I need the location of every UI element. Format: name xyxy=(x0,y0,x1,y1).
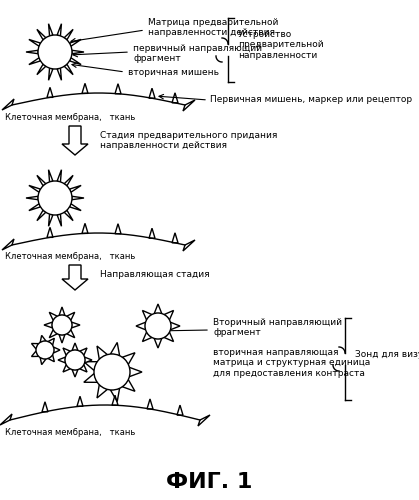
Polygon shape xyxy=(154,304,162,314)
Polygon shape xyxy=(97,346,107,360)
Text: Матрица предварительной
направленности действия: Матрица предварительной направленности д… xyxy=(148,18,278,38)
Polygon shape xyxy=(29,40,41,46)
Circle shape xyxy=(38,35,72,69)
Polygon shape xyxy=(49,170,53,182)
Polygon shape xyxy=(67,312,75,320)
Polygon shape xyxy=(70,40,81,46)
Text: вторичная мишень: вторичная мишень xyxy=(128,68,219,77)
Polygon shape xyxy=(40,358,46,364)
Polygon shape xyxy=(57,68,62,80)
Polygon shape xyxy=(59,307,65,316)
Polygon shape xyxy=(111,342,119,355)
Circle shape xyxy=(36,341,54,359)
Polygon shape xyxy=(171,322,180,330)
Text: ФИГ. 1: ФИГ. 1 xyxy=(166,472,252,492)
Polygon shape xyxy=(57,170,62,182)
Polygon shape xyxy=(62,126,88,155)
Polygon shape xyxy=(31,351,39,356)
Text: Клеточная мембрана,   ткань: Клеточная мембрана, ткань xyxy=(5,113,135,122)
Text: Вторичный направляющий
фрагмент: Вторичный направляющий фрагмент xyxy=(213,318,342,338)
Polygon shape xyxy=(142,310,152,320)
Polygon shape xyxy=(64,30,73,40)
Polygon shape xyxy=(49,312,57,320)
Polygon shape xyxy=(64,176,73,186)
Polygon shape xyxy=(49,214,53,226)
Circle shape xyxy=(65,350,85,370)
Polygon shape xyxy=(72,50,84,53)
Polygon shape xyxy=(111,388,119,402)
Text: Устройство
предварительной
направленности: Устройство предварительной направленност… xyxy=(238,30,323,60)
Polygon shape xyxy=(29,186,41,192)
Polygon shape xyxy=(63,348,70,356)
Polygon shape xyxy=(58,357,65,363)
Polygon shape xyxy=(72,343,78,350)
Polygon shape xyxy=(62,265,88,290)
Polygon shape xyxy=(67,330,75,338)
Polygon shape xyxy=(64,64,73,74)
Circle shape xyxy=(145,313,171,339)
Polygon shape xyxy=(164,310,173,320)
Polygon shape xyxy=(154,338,162,348)
Polygon shape xyxy=(29,204,41,210)
Polygon shape xyxy=(49,330,57,338)
Polygon shape xyxy=(29,58,41,64)
Polygon shape xyxy=(70,204,81,210)
Polygon shape xyxy=(37,176,46,186)
Polygon shape xyxy=(136,322,145,330)
Text: вторичная направляющая
матрица и структурная единица
для предоставления контраст: вторичная направляющая матрица и структу… xyxy=(213,348,370,378)
Polygon shape xyxy=(59,334,65,343)
Polygon shape xyxy=(31,344,39,349)
Polygon shape xyxy=(84,374,97,382)
Polygon shape xyxy=(84,362,97,370)
Polygon shape xyxy=(63,364,70,372)
Polygon shape xyxy=(85,357,92,363)
Polygon shape xyxy=(40,336,46,342)
Text: Клеточная мембрана,   ткань: Клеточная мембрана, ткань xyxy=(5,252,135,261)
Text: Первичная мишень, маркер или рецептор: Первичная мишень, маркер или рецептор xyxy=(210,95,412,104)
Text: Стадия предварительного придания
направленности действия: Стадия предварительного придания направл… xyxy=(100,131,277,150)
Polygon shape xyxy=(72,370,78,377)
Polygon shape xyxy=(72,196,84,200)
Polygon shape xyxy=(97,384,107,398)
Text: Клеточная мембрана,   ткань: Клеточная мембрана, ткань xyxy=(5,428,135,437)
Polygon shape xyxy=(70,186,81,192)
Polygon shape xyxy=(122,380,135,392)
Polygon shape xyxy=(49,68,53,80)
Polygon shape xyxy=(80,348,87,356)
Polygon shape xyxy=(37,30,46,40)
Polygon shape xyxy=(122,352,135,364)
Polygon shape xyxy=(48,355,54,362)
Text: Направляющая стадия: Направляющая стадия xyxy=(100,270,210,279)
Polygon shape xyxy=(64,210,73,220)
Polygon shape xyxy=(48,338,54,345)
Polygon shape xyxy=(49,24,53,36)
Polygon shape xyxy=(37,64,46,74)
Polygon shape xyxy=(142,332,152,342)
Polygon shape xyxy=(57,24,62,36)
Text: первичный направляющий
фрагмент: первичный направляющий фрагмент xyxy=(133,44,262,64)
Polygon shape xyxy=(57,214,62,226)
Circle shape xyxy=(94,354,130,390)
Polygon shape xyxy=(70,58,81,64)
Circle shape xyxy=(52,315,72,335)
Polygon shape xyxy=(26,196,38,200)
Polygon shape xyxy=(26,50,38,53)
Polygon shape xyxy=(37,210,46,220)
Polygon shape xyxy=(72,322,80,328)
Polygon shape xyxy=(164,332,173,342)
Circle shape xyxy=(38,181,72,215)
Polygon shape xyxy=(80,364,87,372)
Polygon shape xyxy=(44,322,52,328)
Polygon shape xyxy=(129,368,142,376)
Polygon shape xyxy=(54,347,60,353)
Text: Зонд для визуализации: Зонд для визуализации xyxy=(355,350,419,359)
